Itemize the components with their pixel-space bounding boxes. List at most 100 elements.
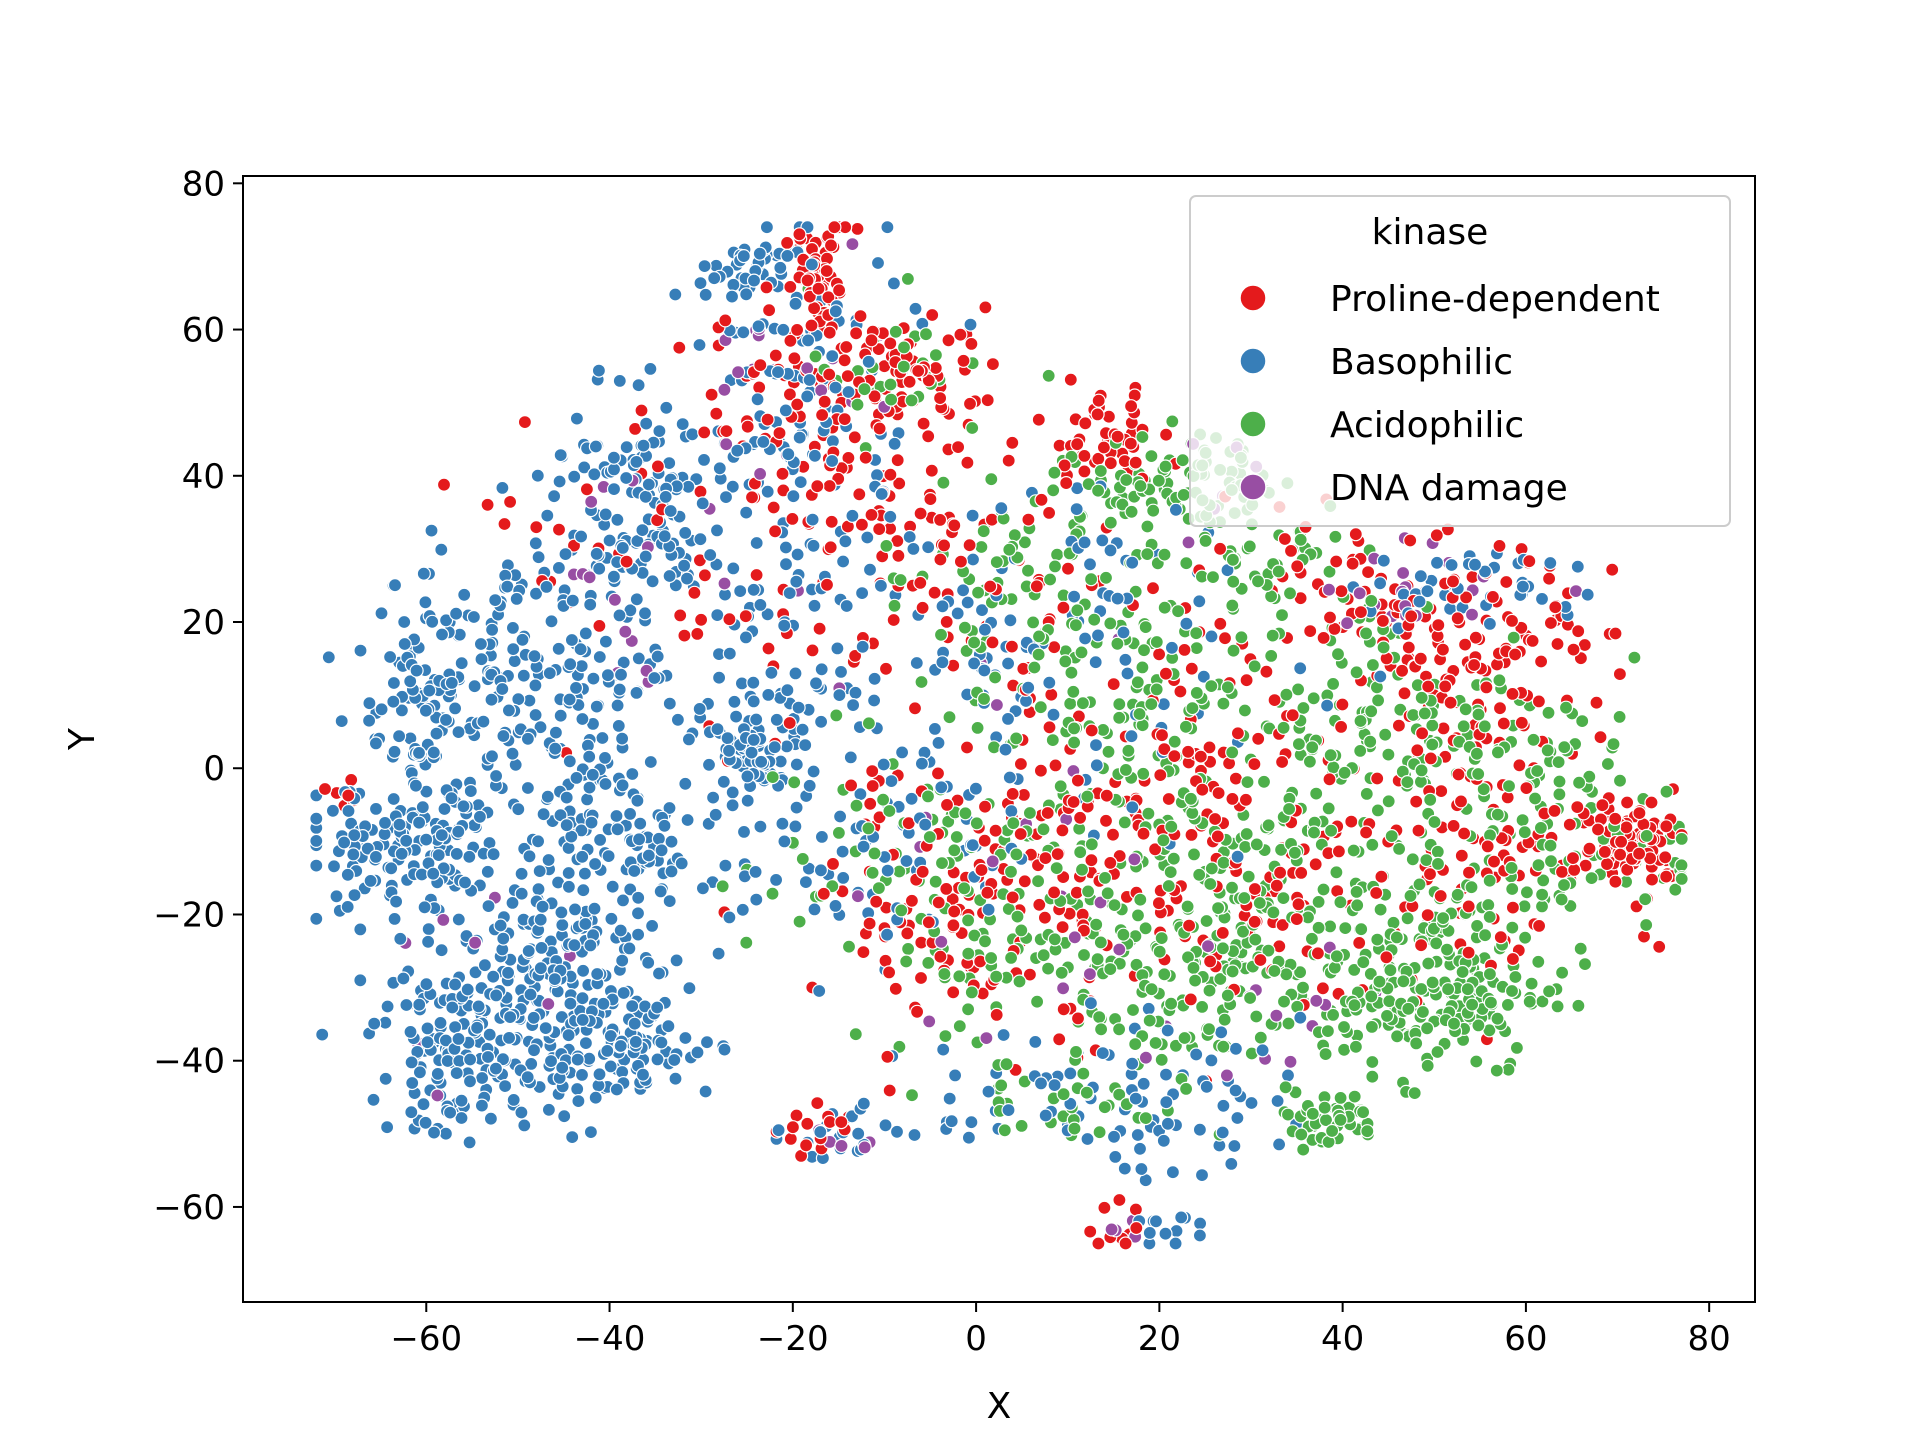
legend-label: Proline-dependent [1330,279,1660,320]
data-point [1070,603,1085,618]
data-point [448,1019,463,1035]
data-point [645,574,660,589]
data-point [612,608,627,623]
data-point [751,319,766,334]
data-point [630,906,646,921]
data-point [641,477,656,492]
data-point [828,380,843,395]
data-point [787,775,802,790]
data-point [1163,864,1178,880]
data-point [1093,1022,1109,1037]
data-point [1365,837,1380,852]
data-point [718,858,733,873]
data-point [1556,877,1572,893]
data-point [1129,1220,1144,1236]
data-point [1464,607,1480,622]
data-point [470,1020,485,1035]
data-point [416,1097,431,1112]
data-point [582,570,597,585]
data-point [462,1135,477,1150]
data-point [567,469,582,484]
data-point [697,259,712,274]
data-point [725,798,740,813]
data-point [1290,682,1306,697]
data-point [1021,512,1036,527]
data-point [1378,727,1393,742]
data-point [852,487,867,502]
data-point [495,681,510,697]
data-point [892,476,907,491]
data-point [904,393,919,408]
data-point [1165,1165,1181,1180]
data-point [964,336,979,351]
data-point [736,824,752,840]
y-tick-label: −40 [153,1042,225,1082]
data-point [1098,570,1114,585]
data-point [832,809,848,824]
data-point [767,740,782,755]
data-point [827,220,842,235]
data-point [1485,589,1501,605]
data-point [806,538,821,553]
data-point [451,824,466,839]
data-point [977,663,992,678]
data-point [977,622,993,637]
data-point [1423,751,1438,766]
data-point [1021,680,1036,695]
data-point [1103,543,1118,558]
data-point [315,1027,330,1042]
data-point [717,1042,732,1057]
data-point [563,996,578,1011]
data-point [1310,946,1326,961]
data-point [619,470,634,486]
data-point [606,450,622,465]
data-point [670,712,686,727]
data-point [1430,856,1446,872]
data-point [1138,619,1153,635]
data-point [570,1052,585,1067]
data-point [583,938,598,953]
data-point [1201,1021,1217,1037]
data-point [514,866,529,881]
data-point [341,788,356,803]
data-point [1242,539,1257,554]
data-point [1505,686,1520,702]
data-point [1251,731,1266,746]
data-point [942,710,957,725]
data-point [1321,582,1337,597]
data-point [511,692,526,707]
data-point [418,703,433,718]
data-point [1461,865,1477,880]
data-point [937,966,952,982]
data-point [346,847,361,862]
data-point [627,1016,642,1031]
data-point [947,904,962,919]
data-point [1350,898,1365,913]
data-point [606,569,622,584]
data-point [501,703,516,718]
data-point [1053,779,1068,794]
data-point [1160,1023,1175,1038]
data-point [1324,1123,1340,1139]
data-point [667,1052,682,1068]
data-point [1082,557,1098,572]
data-point [699,1035,715,1050]
data-point [1012,974,1027,989]
data-point [1456,826,1472,841]
data-point [654,843,669,858]
data-point [1500,997,1516,1013]
data-point [964,1115,979,1130]
data-point [544,614,559,629]
data-point [625,998,640,1014]
data-point [598,776,613,792]
data-point [659,400,674,415]
data-point [1347,962,1362,978]
data-point [788,296,803,311]
data-point [1073,845,1088,860]
data-point [1550,999,1565,1014]
data-point [1352,586,1367,601]
data-point [1369,885,1384,901]
data-point [787,351,802,366]
data-point [1042,675,1057,690]
data-point [894,745,910,760]
